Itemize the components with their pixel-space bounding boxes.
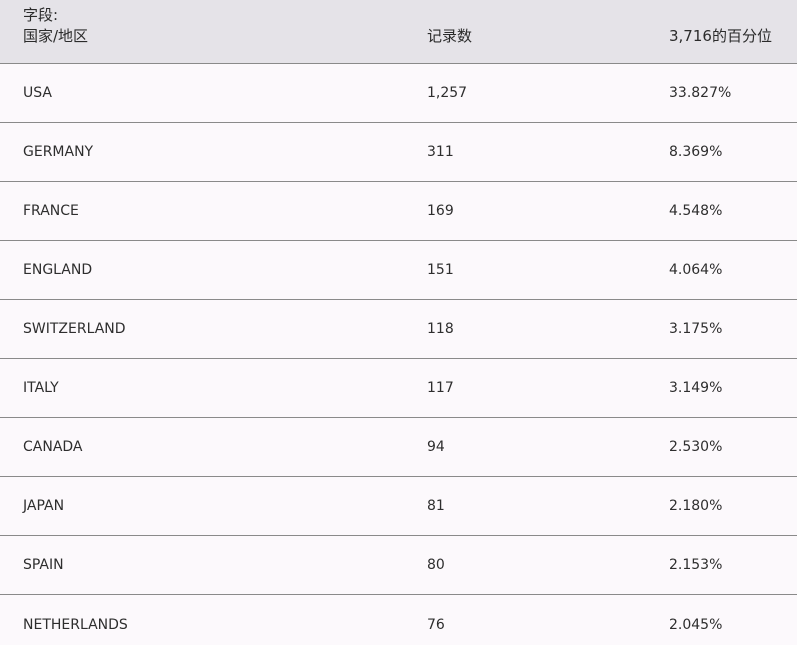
country-cell: GERMANY — [23, 144, 94, 160]
count-cell: 80 — [427, 557, 445, 573]
country-cell: SPAIN — [23, 557, 64, 573]
percent-cell: 3.149% — [669, 380, 723, 396]
table-body: USA 1,257 33.827% GERMANY 311 8.369% FRA… — [0, 64, 797, 645]
percent-cell: 2.153% — [669, 557, 723, 573]
table-row[interactable]: ENGLAND 151 4.064% — [0, 241, 797, 300]
table-row[interactable]: SWITZERLAND 118 3.175% — [0, 300, 797, 359]
percent-cell: 2.180% — [669, 498, 723, 514]
field-column-header[interactable]: 字段: 国家/地区 — [23, 5, 88, 47]
country-cell: NETHERLANDS — [23, 617, 128, 633]
count-cell: 81 — [427, 498, 445, 514]
count-cell: 94 — [427, 439, 445, 455]
count-cell: 311 — [427, 144, 454, 160]
table-header: 字段: 国家/地区 记录数 3,716的百分位 — [0, 0, 797, 64]
count-cell: 118 — [427, 321, 454, 337]
table-row[interactable]: GERMANY 311 8.369% — [0, 123, 797, 182]
percent-cell: 3.175% — [669, 321, 723, 337]
country-cell: ENGLAND — [23, 262, 93, 278]
field-name-label: 国家/地区 — [23, 27, 89, 45]
percent-cell: 2.045% — [669, 617, 723, 633]
country-cell: USA — [23, 85, 52, 101]
count-column-header[interactable]: 记录数 — [427, 27, 473, 45]
table-row[interactable]: JAPAN 81 2.180% — [0, 477, 797, 536]
country-cell: FRANCE — [23, 203, 79, 219]
count-cell: 76 — [427, 617, 445, 633]
count-cell: 1,257 — [427, 85, 468, 101]
percent-cell: 8.369% — [669, 144, 723, 160]
country-cell: ITALY — [23, 380, 59, 396]
table-row[interactable]: FRANCE 169 4.548% — [0, 182, 797, 241]
table-row[interactable]: NETHERLANDS 76 2.045% — [0, 595, 797, 645]
table-row[interactable]: ITALY 117 3.149% — [0, 359, 797, 418]
table-row[interactable]: CANADA 94 2.530% — [0, 418, 797, 477]
percent-cell: 4.548% — [669, 203, 723, 219]
percent-cell: 2.530% — [669, 439, 723, 455]
country-cell: CANADA — [23, 439, 83, 455]
percent-cell: 33.827% — [669, 85, 732, 101]
country-cell: SWITZERLAND — [23, 321, 126, 337]
table-row[interactable]: SPAIN 80 2.153% — [0, 536, 797, 595]
count-cell: 117 — [427, 380, 454, 396]
table-row[interactable]: USA 1,257 33.827% — [0, 64, 797, 123]
count-cell: 169 — [427, 203, 454, 219]
count-cell: 151 — [427, 262, 454, 278]
percent-column-header[interactable]: 3,716的百分位 — [669, 27, 772, 45]
field-prefix-label: 字段: — [23, 6, 59, 24]
percent-cell: 4.064% — [669, 262, 723, 278]
country-cell: JAPAN — [23, 498, 65, 514]
